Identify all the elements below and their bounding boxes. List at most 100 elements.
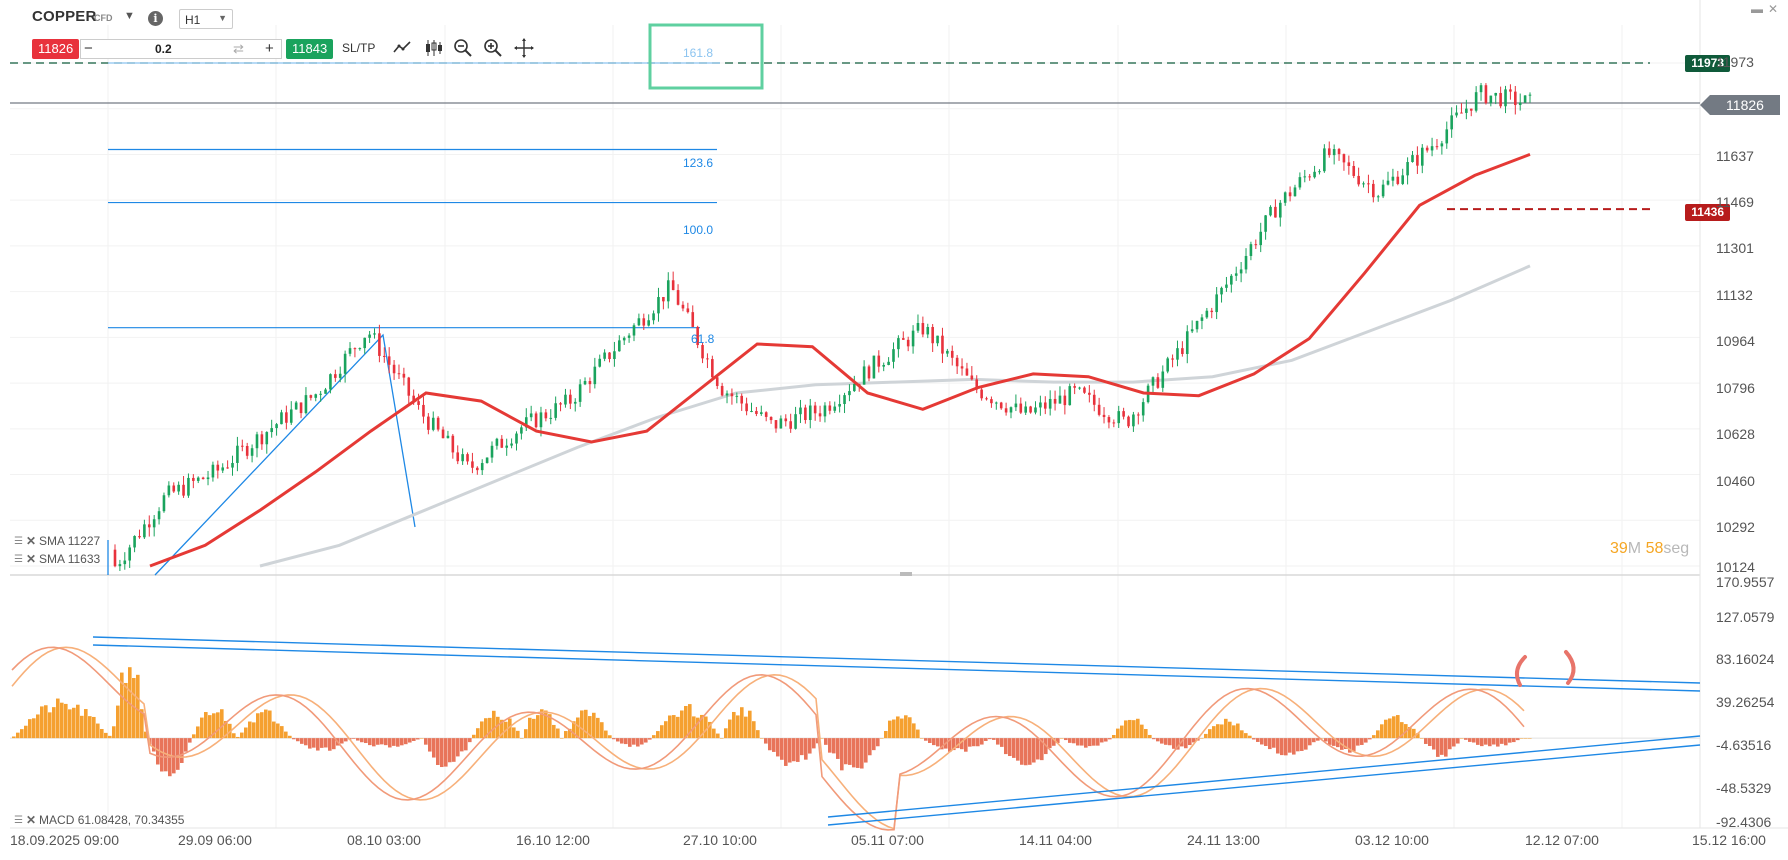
macd-histogram-bar [1380, 724, 1384, 739]
macd-histogram-bar [904, 715, 908, 739]
quantity-decrease-button[interactable]: − [84, 40, 93, 57]
macd-histogram-bar [564, 731, 568, 739]
candle [603, 352, 606, 359]
candle [1396, 176, 1400, 184]
macd-histogram-bar [300, 738, 304, 744]
macd-histogram-bar [572, 721, 576, 739]
macd-histogram-bar [268, 710, 272, 739]
settings-icon[interactable]: ☰ [14, 814, 23, 826]
price-axis-label: 11132 [1716, 287, 1753, 303]
macd-histogram-bar [396, 738, 400, 747]
candle [955, 357, 959, 367]
sltp-button[interactable]: SL/TP [342, 41, 376, 55]
macd-histogram-bar [1140, 724, 1144, 739]
close-icon[interactable]: ✕ [25, 534, 37, 548]
macd-histogram-bar [1416, 733, 1420, 739]
macd-histogram-bar [580, 710, 584, 739]
price-axis-label: 10292 [1716, 519, 1755, 535]
macd-histogram-bar [1292, 738, 1296, 755]
macd-histogram-bar [608, 735, 612, 739]
candle [329, 374, 332, 390]
candle [701, 345, 704, 359]
candle [1210, 310, 1214, 313]
candle [799, 407, 802, 415]
trend-drawing [154, 333, 416, 576]
macd-histogram-bar [524, 729, 528, 739]
macd-histogram-bar [1500, 738, 1504, 744]
macd-histogram-bar [856, 738, 860, 768]
candle [1308, 176, 1311, 178]
minimize-icon[interactable]: ▬ [1751, 2, 1763, 16]
candle [578, 384, 582, 402]
macd-histogram-bar [936, 738, 940, 747]
candle [985, 398, 988, 400]
macd-histogram-bar [252, 722, 256, 739]
macd-histogram-bar [784, 738, 788, 766]
settings-icon[interactable]: ☰ [14, 553, 23, 565]
macd-histogram-bar [1528, 738, 1532, 739]
macd-histogram-bar [1436, 738, 1440, 757]
quantity-input[interactable]: 0.2 [155, 42, 172, 56]
zoom-in-icon[interactable] [482, 37, 504, 59]
macd-histogram-bar [716, 733, 720, 739]
macd-histogram-bar [1084, 738, 1088, 748]
macd-histogram-bar [768, 738, 772, 751]
macd-histogram-bar [1016, 738, 1020, 761]
macd-legend[interactable]: ☰ ✕ MACD 61.08428, 70.34355 [14, 813, 184, 827]
close-icon[interactable]: ✕ [25, 813, 37, 827]
swap-icon[interactable]: ⇄ [233, 41, 244, 56]
macd-histogram-bar [760, 738, 764, 739]
candle [549, 417, 553, 419]
candle [1386, 180, 1390, 185]
macd-signal-line [11, 646, 1525, 831]
macd-histogram-bar [496, 716, 500, 739]
timeframe-select[interactable]: H1 ▼ [179, 9, 233, 29]
stop-price-tag[interactable]: 11436 [1685, 204, 1730, 221]
close-icon[interactable]: ✕ [1768, 2, 1779, 16]
sell-price-button[interactable]: 11826 [32, 39, 80, 59]
candle [143, 524, 146, 538]
macd-histogram-bar [1072, 738, 1076, 744]
candle [422, 404, 425, 417]
macd-histogram-bar [1128, 719, 1132, 739]
macd-histogram-bar [640, 738, 644, 745]
info-icon[interactable]: i [148, 11, 163, 26]
macd-histogram-bar [276, 723, 280, 739]
line-chart-icon[interactable] [391, 37, 413, 59]
macd-histogram-bar [156, 738, 160, 765]
macd-histogram-bar [1040, 738, 1044, 761]
candle [774, 420, 778, 429]
sma-slow-legend[interactable]: ☰ ✕ SMA 11633 [14, 552, 100, 566]
macd-histogram-bar [76, 704, 80, 739]
candle [236, 445, 239, 463]
macd-histogram-bar [956, 738, 960, 749]
quantity-increase-button[interactable]: + [265, 40, 274, 57]
crosshair-icon[interactable] [513, 37, 535, 59]
candle [970, 375, 974, 380]
candle [1367, 183, 1370, 185]
symbol-title[interactable]: COPPER [32, 8, 97, 25]
target-price-tag[interactable]: 11973 [1685, 55, 1730, 72]
buy-price-button[interactable]: 11843 [286, 39, 334, 59]
chevron-down-icon[interactable]: ▼ [124, 10, 135, 22]
macd-histogram-bar [928, 738, 932, 744]
candle [245, 445, 249, 456]
macd-histogram-bar [896, 716, 900, 739]
sma-fast-legend[interactable]: ☰ ✕ SMA 11227 [14, 534, 100, 548]
macd-histogram-bar [544, 710, 548, 739]
quantity-stepper[interactable] [80, 39, 282, 59]
candlestick-icon[interactable] [422, 37, 444, 59]
macd-histogram-bar [1104, 738, 1108, 742]
candle [520, 427, 523, 434]
close-icon[interactable]: ✕ [25, 552, 37, 566]
candle [608, 352, 611, 360]
macd-axis-label: -48.5329 [1716, 780, 1772, 796]
candle [808, 405, 812, 421]
macd-histogram-bar [68, 709, 72, 739]
macd-histogram-bar [284, 731, 288, 739]
candle [637, 318, 641, 326]
macd-histogram-bar [412, 738, 416, 741]
settings-icon[interactable]: ☰ [14, 535, 23, 547]
zoom-out-icon[interactable] [452, 37, 474, 59]
